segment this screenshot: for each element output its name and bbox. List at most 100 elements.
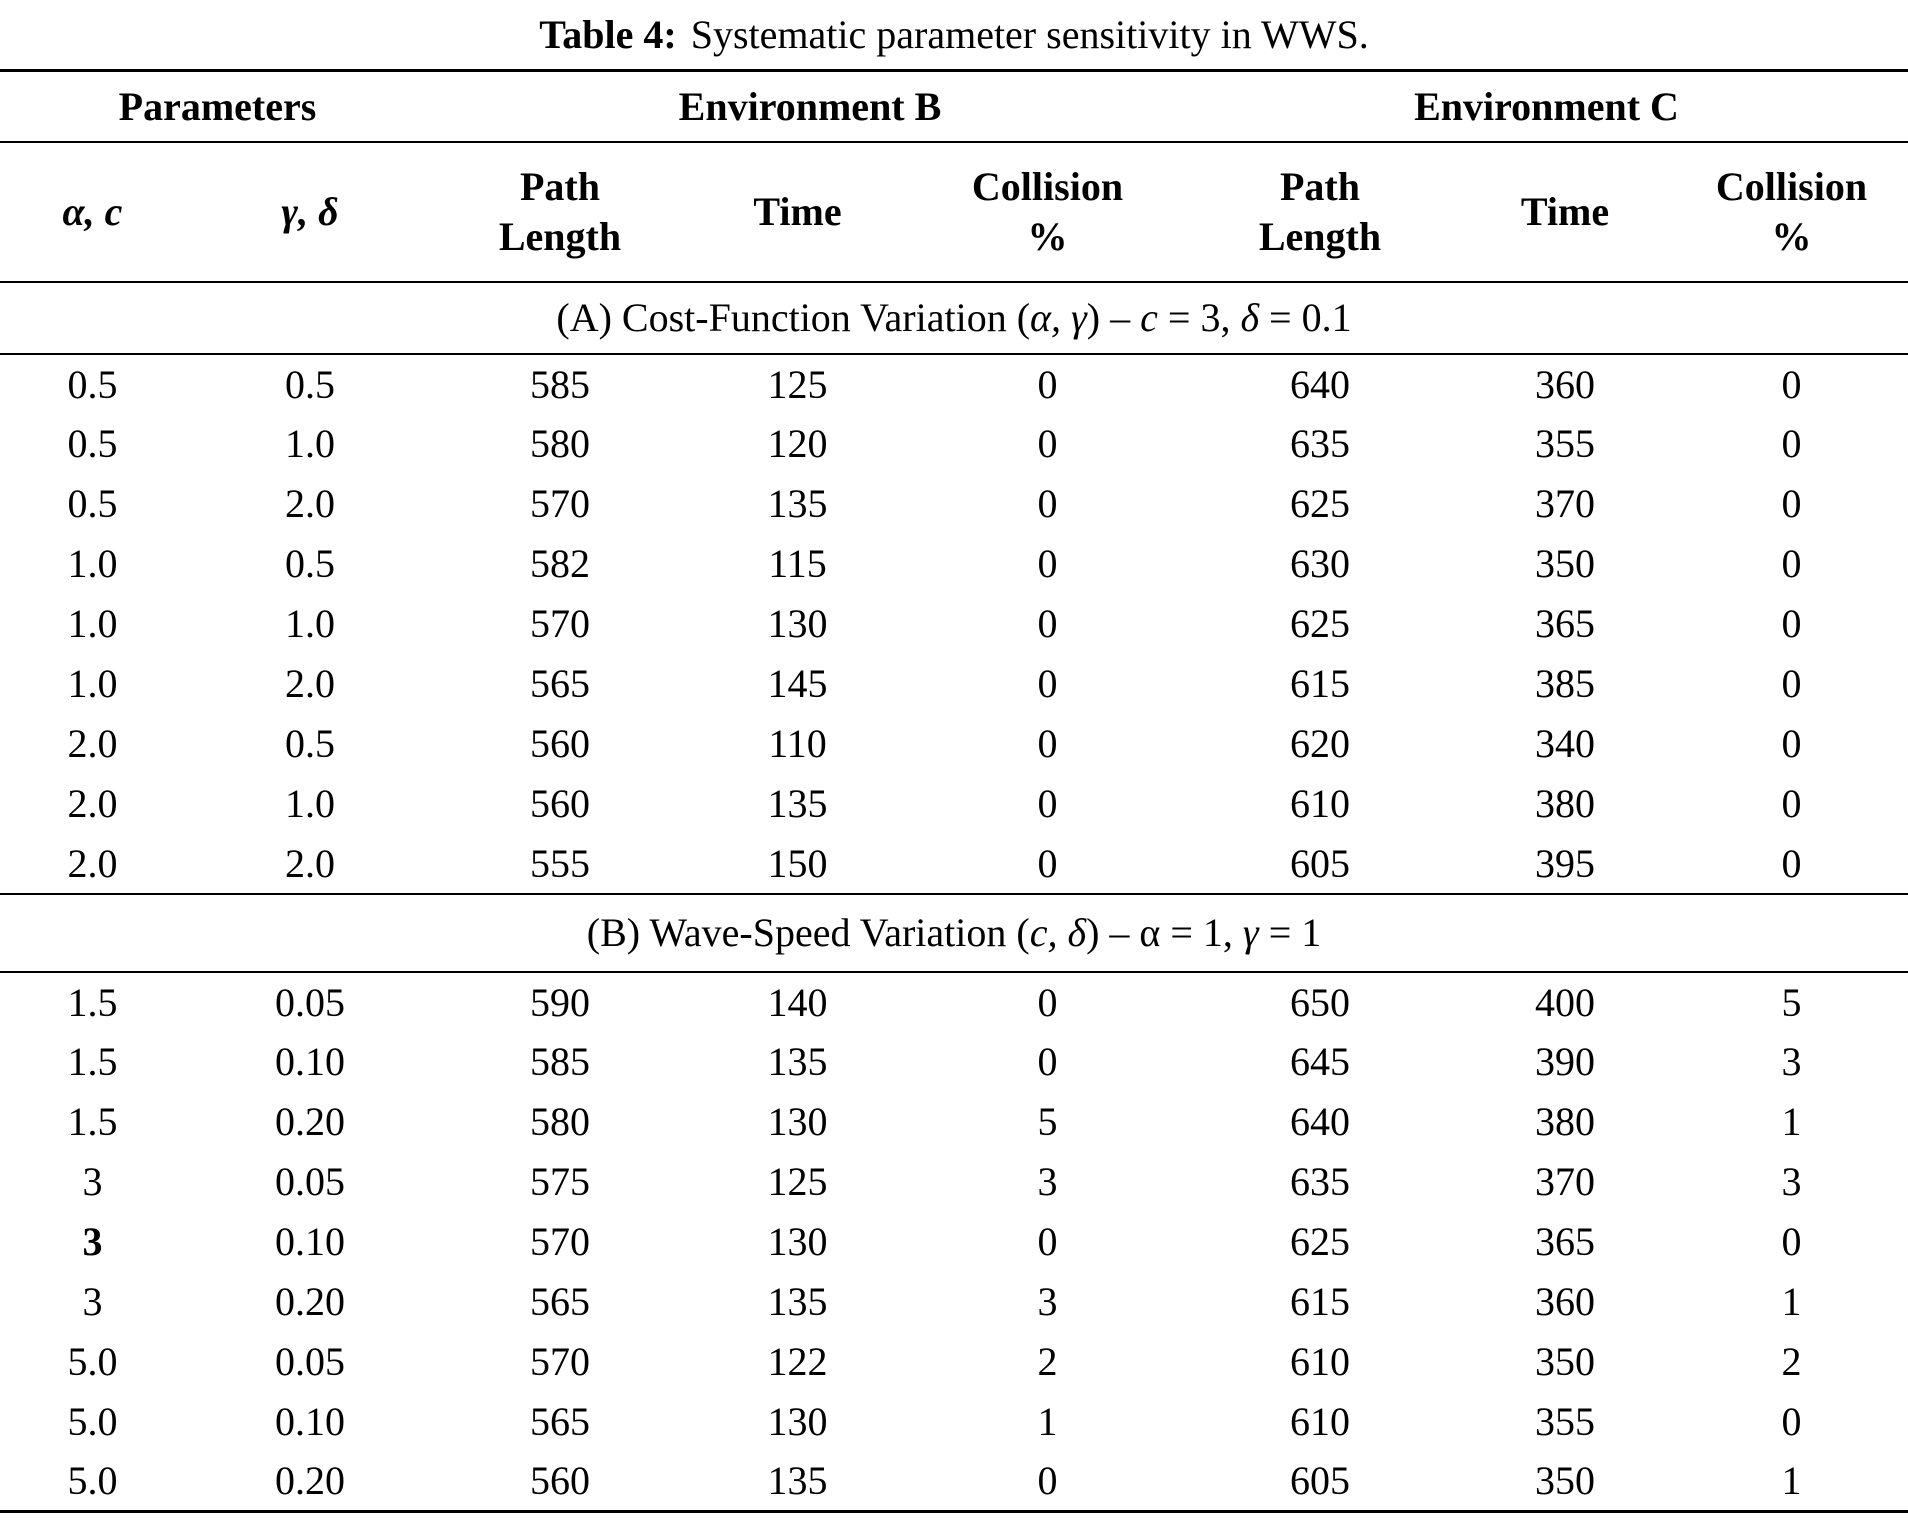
cell: 570: [530, 481, 590, 526]
header-group-parameters: Parameters: [118, 83, 317, 129]
cell: 385: [1535, 661, 1595, 706]
cell: 605: [1290, 840, 1350, 886]
cell: 0.10: [275, 1219, 345, 1264]
table-row: 5.0 0.20 560 135 0 605 350 1: [0, 1452, 1908, 1512]
cell: 360: [1535, 1279, 1595, 1324]
cell: 585: [530, 1039, 590, 1084]
cell: 0: [1781, 361, 1802, 407]
cell: 125: [767, 361, 828, 407]
cell: 350: [1535, 1458, 1595, 1504]
cell: 2.0: [285, 661, 335, 706]
cell: 2: [1037, 1339, 1058, 1384]
cell: 0: [1037, 421, 1058, 466]
cell: 130: [767, 1219, 828, 1264]
cell: 0: [1037, 781, 1058, 826]
cell: 625: [1290, 481, 1350, 526]
cell: 0: [1781, 1399, 1802, 1444]
table-row: 5.0 0.10 565 130 1 610 355 0: [0, 1392, 1908, 1452]
cell: 135: [767, 1458, 828, 1504]
cell: 0: [1037, 481, 1058, 526]
cell: 380: [1535, 781, 1595, 826]
cell: 3: [82, 1159, 103, 1204]
cell: 355: [1535, 421, 1595, 466]
cell: 0: [1037, 661, 1058, 706]
column-header-path-length-b: Path Length: [498, 163, 622, 259]
cell: 130: [767, 1399, 828, 1444]
cell: 560: [530, 721, 590, 766]
cell: 610: [1290, 1339, 1350, 1384]
cell: 0: [1781, 840, 1802, 886]
cell: 580: [530, 1099, 590, 1144]
cell: 575: [530, 1159, 590, 1204]
cell: 390: [1535, 1039, 1595, 1084]
cell: 0: [1781, 541, 1802, 586]
cell: 1.0: [285, 601, 335, 646]
cell: 0.10: [275, 1399, 345, 1444]
cell: 0: [1037, 1039, 1058, 1084]
cell: 0.10: [275, 1039, 345, 1084]
cell: 0: [1781, 781, 1802, 826]
cell: 565: [530, 661, 590, 706]
cell: 0: [1037, 601, 1058, 646]
cell: 0: [1781, 421, 1802, 466]
cell: 145: [767, 661, 828, 706]
cell: 120: [767, 421, 828, 466]
cell: 0: [1037, 1219, 1058, 1264]
column-header-time-c: Time: [1520, 188, 1610, 234]
cell: 620: [1290, 721, 1350, 766]
table-row: 2.0 1.0 560 135 0 610 380 0: [0, 774, 1908, 834]
table-row: 1.5 0.10 585 135 0 645 390 3: [0, 1032, 1908, 1092]
cell: 580: [530, 421, 590, 466]
table-caption-label: Table 4:: [539, 11, 677, 57]
cell: 0.5: [285, 361, 335, 407]
cell: 615: [1290, 661, 1350, 706]
cell: 340: [1535, 721, 1595, 766]
cell: 605: [1290, 1458, 1350, 1504]
cell: 0: [1781, 661, 1802, 706]
table-row: 0.5 2.0 570 135 0 625 370 0: [0, 474, 1908, 534]
cell: 0.20: [275, 1279, 345, 1324]
cell: 0: [1781, 481, 1802, 526]
cell: 135: [767, 781, 828, 826]
cell: 650: [1290, 979, 1350, 1025]
cell: 635: [1290, 1159, 1350, 1204]
section-a-heading: (A) Cost-Function Variation (α, γ) – c =…: [556, 295, 1352, 340]
cell: 370: [1535, 481, 1595, 526]
cell: 585: [530, 361, 590, 407]
cell: 570: [530, 1219, 590, 1264]
cell: 125: [767, 1159, 828, 1204]
sensitivity-table: Parameters Environment B Environment C α…: [0, 69, 1908, 1513]
table-row: 1.0 0.5 582 115 0 630 350 0: [0, 534, 1908, 594]
cell: 0.5: [285, 721, 335, 766]
cell: 400: [1535, 979, 1595, 1025]
cell: 1.0: [285, 781, 335, 826]
column-header-time-b: Time: [753, 188, 842, 234]
cell: 140: [767, 979, 828, 1025]
cell: 370: [1535, 1159, 1595, 1204]
cell: 2.0: [285, 481, 335, 526]
cell: 3: [1037, 1159, 1058, 1204]
cell: 365: [1535, 601, 1595, 646]
cell: 0: [1781, 721, 1802, 766]
cell: 610: [1290, 781, 1350, 826]
header-group-environment-c: Environment C: [1414, 83, 1679, 129]
table-row: 3 0.20 565 135 3 615 360 1: [0, 1272, 1908, 1332]
cell: 615: [1290, 1279, 1350, 1324]
cell: 5.0: [67, 1399, 118, 1444]
cell: 3: [82, 1279, 103, 1324]
cell: 1.0: [67, 541, 118, 586]
cell: 5: [1781, 979, 1802, 1025]
cell: 570: [530, 1339, 590, 1384]
column-header-collision-c: Collision%: [1715, 163, 1868, 259]
cell: 5.0: [67, 1339, 118, 1384]
cell: 625: [1290, 601, 1350, 646]
cell: 565: [530, 1279, 590, 1324]
cell: 0.5: [285, 541, 335, 586]
section-b-heading-row: (B) Wave-Speed Variation (c, δ) – α = 1,…: [0, 894, 1908, 972]
table-row: 3 0.05 575 125 3 635 370 3: [0, 1152, 1908, 1212]
cell: 0.5: [67, 361, 118, 407]
cell: 2.0: [285, 840, 335, 886]
cell: 582: [530, 541, 590, 586]
cell: 565: [530, 1399, 590, 1444]
